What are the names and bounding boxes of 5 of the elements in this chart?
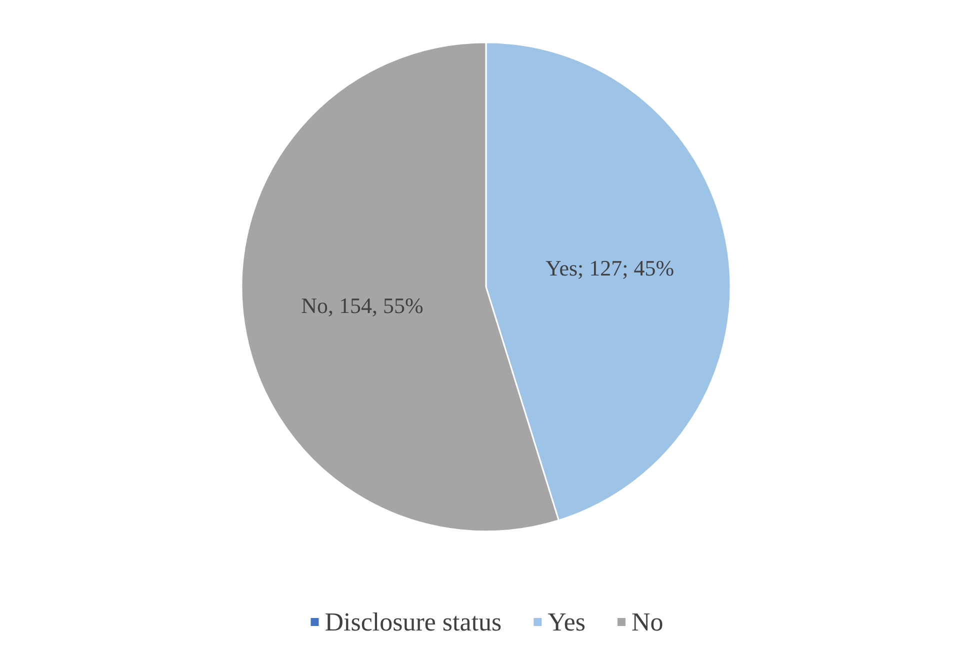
legend-label: No xyxy=(631,608,664,636)
data-label: Yes; 127; 45% xyxy=(546,256,674,281)
data-label: No, 154, 55% xyxy=(301,293,424,318)
legend-label: Disclosure status xyxy=(324,608,502,636)
legend-label: Yes xyxy=(548,608,586,636)
